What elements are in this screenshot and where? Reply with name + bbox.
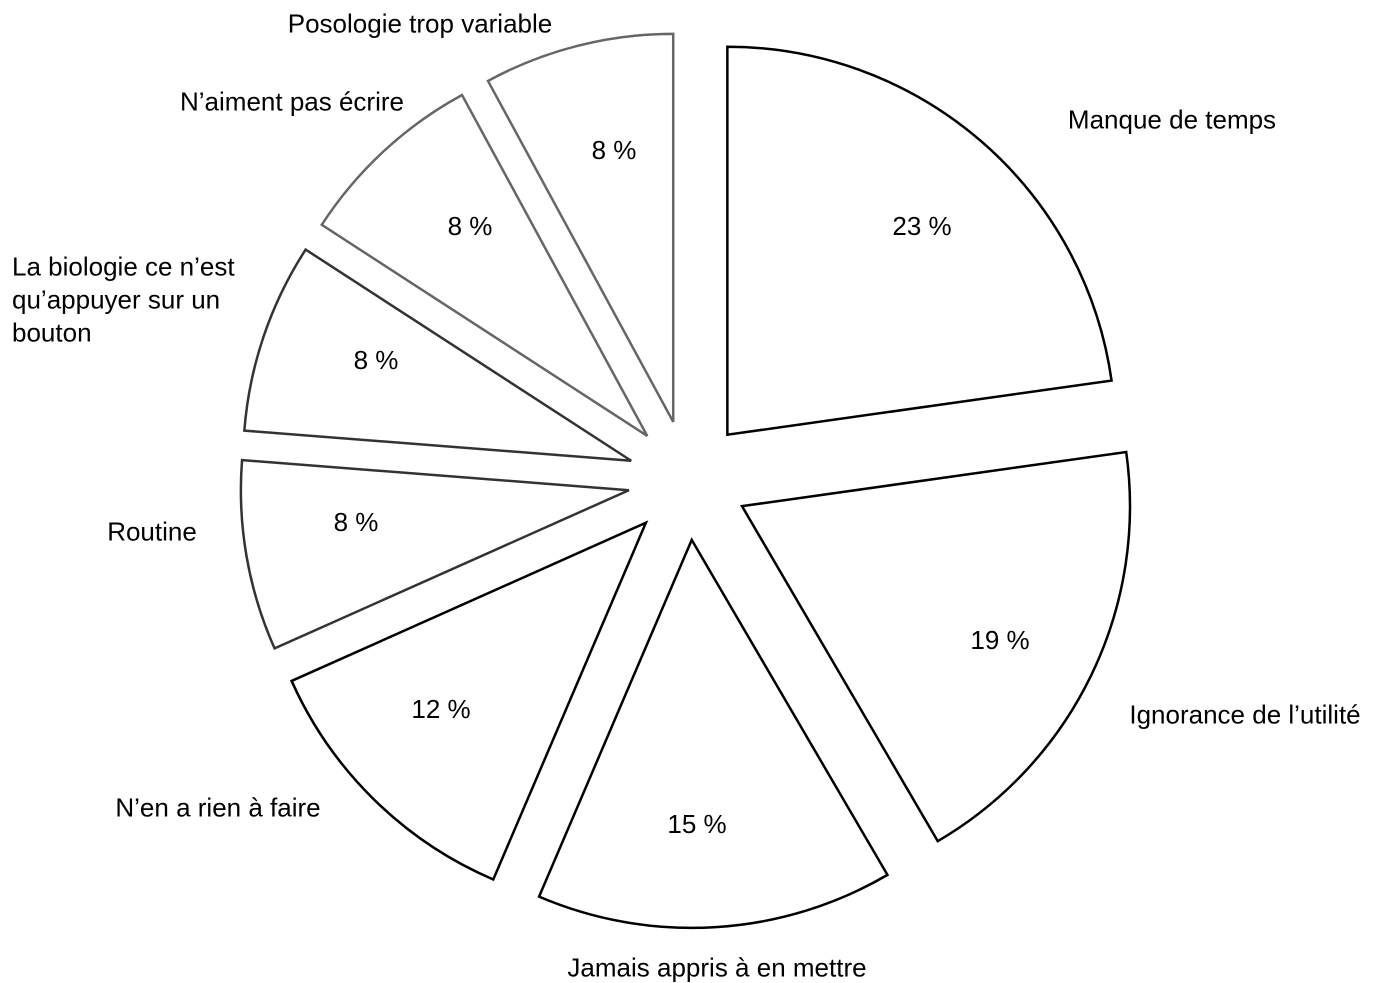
- value-label: 8 %: [448, 211, 493, 241]
- pie-slice: [537, 537, 890, 930]
- value-label: 12 %: [411, 694, 470, 724]
- pie-slice: [239, 458, 630, 651]
- category-label: N’en a rien à faire: [115, 792, 321, 823]
- value-label: 8 %: [354, 345, 399, 375]
- category-label: Posologie trop variable: [287, 8, 553, 39]
- pie-slice: [726, 45, 1113, 437]
- category-label: Jamais appris à en mettre: [567, 952, 867, 983]
- value-label: 19 %: [970, 625, 1029, 655]
- value-label: 8 %: [334, 507, 379, 537]
- pie-slice: [486, 32, 675, 423]
- pie-slice: [739, 450, 1132, 843]
- pie-slice: [320, 93, 649, 438]
- value-label: 15 %: [667, 809, 726, 839]
- pie-slice: [289, 520, 649, 882]
- category-label: Ignorance de l’utilité: [1129, 699, 1361, 730]
- category-label: Routine: [107, 516, 197, 547]
- category-label: Manque de temps: [1067, 104, 1277, 135]
- category-label: N’aiment pas écrire: [180, 86, 404, 117]
- pie-slice: [243, 247, 632, 462]
- value-label: 23 %: [892, 211, 951, 241]
- value-label: 8 %: [592, 135, 637, 165]
- category-label: La biologie ce n’est qu’appuyer sur un b…: [12, 251, 235, 348]
